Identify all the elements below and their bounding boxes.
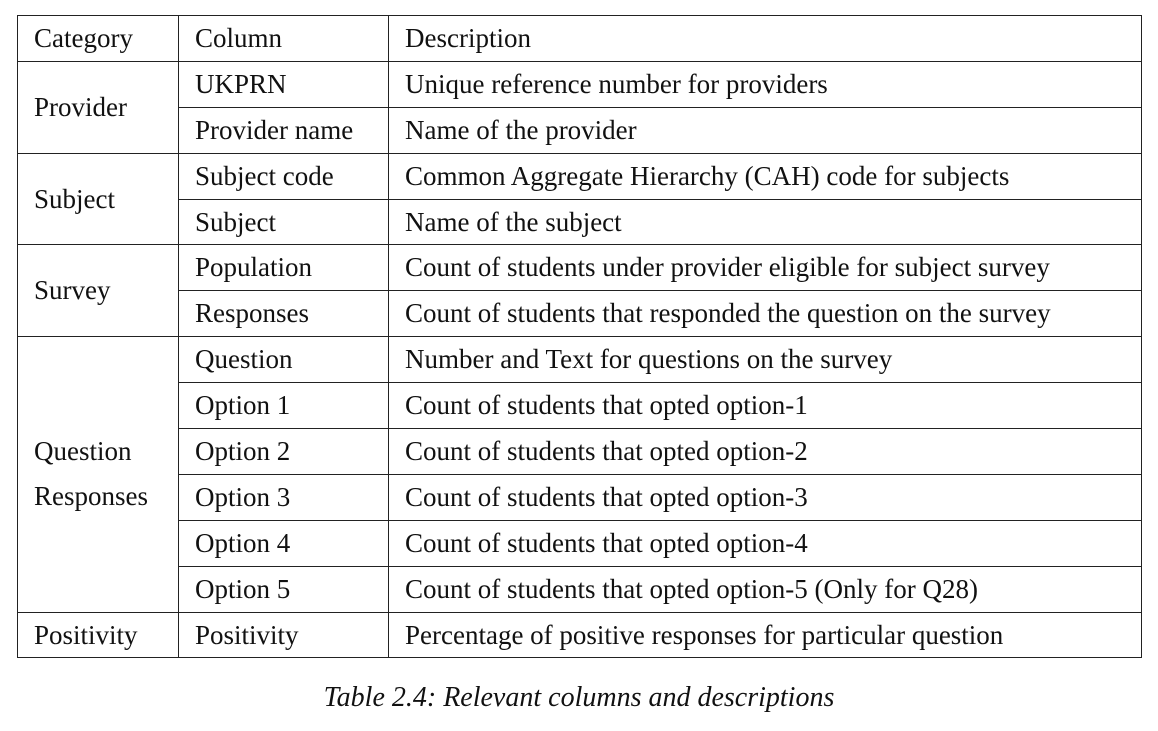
column-cell: Positivity — [178, 611, 389, 659]
category-cell: Provider — [17, 60, 179, 154]
table-row: Responses Count of students that respond… — [18, 290, 1142, 338]
table-row: Option 1 Count of students that opted op… — [18, 382, 1142, 430]
category-cell: Question Responses — [17, 336, 179, 613]
table-row: Subject Subject code Common Aggregate Hi… — [17, 152, 1142, 246]
table-row: Provider UKPRN Unique reference number f… — [17, 60, 1142, 154]
table-row: Survey Population Count of students unde… — [17, 244, 1142, 338]
description-cell: Count of students that opted option-2 — [388, 428, 1142, 475]
column-cell: Option 2 — [178, 428, 389, 475]
column-cell: Population — [178, 244, 389, 292]
column-cell: Option 4 — [178, 519, 389, 567]
description-cell: Number and Text for questions on the sur… — [388, 336, 1142, 384]
column-cell: Question — [178, 336, 389, 384]
table-row: Option 4 Count of students that opted op… — [18, 519, 1142, 567]
header-category: Category — [17, 15, 179, 62]
data-table-container: Category Column Description Provider UKP… — [17, 15, 1142, 659]
description-cell: Count of students that opted option-1 — [388, 382, 1142, 430]
table-caption: Table 2.4: Relevant columns and descript… — [323, 682, 835, 713]
description-cell: Count of students that responded the que… — [388, 290, 1142, 338]
column-cell: Responses — [178, 290, 389, 338]
description-cell: Count of students that opted option-3 — [388, 473, 1142, 521]
category-cell: Positivity — [17, 611, 179, 659]
column-cell: Option 5 — [178, 565, 389, 613]
relevant-columns-table: Category Column Description Provider UKP… — [17, 15, 1142, 659]
column-cell: Option 3 — [178, 473, 389, 521]
table-row: Option 2 Count of students that opted op… — [18, 428, 1142, 475]
table-header-row: Category Column Description — [17, 15, 1142, 62]
column-cell: Subject code — [178, 152, 389, 200]
column-cell: Provider name — [178, 106, 389, 154]
header-description: Description — [388, 15, 1142, 62]
description-cell: Name of the subject — [388, 198, 1142, 246]
category-cell: Subject — [17, 152, 179, 246]
description-cell: Count of students that opted option-5 (O… — [388, 565, 1142, 613]
category-line: Responses — [34, 481, 148, 512]
description-cell: Name of the provider — [388, 106, 1142, 154]
description-cell: Percentage of positive responses for par… — [388, 611, 1142, 659]
category-line: Question — [34, 435, 132, 466]
table-row: Provider name Name of the provider — [18, 106, 1142, 154]
description-cell: Count of students that opted option-4 — [388, 519, 1142, 567]
header-column: Column — [178, 15, 389, 62]
table-row: Subject Name of the subject — [18, 198, 1142, 246]
description-cell: Unique reference number for providers — [388, 60, 1142, 108]
table-row: Positivity Positivity Percentage of posi… — [17, 611, 1142, 659]
column-cell: Option 1 — [178, 382, 389, 430]
table-row: Option 5 Count of students that opted op… — [18, 565, 1142, 613]
column-cell: UKPRN — [178, 60, 389, 108]
category-cell: Survey — [17, 244, 179, 338]
description-cell: Common Aggregate Hierarchy (CAH) code fo… — [388, 152, 1142, 200]
description-cell: Count of students under provider eligibl… — [388, 244, 1142, 292]
table-row: Question Responses Question Number and T… — [17, 336, 1142, 613]
column-cell: Subject — [178, 198, 389, 246]
table-row: Option 3 Count of students that opted op… — [18, 473, 1142, 521]
